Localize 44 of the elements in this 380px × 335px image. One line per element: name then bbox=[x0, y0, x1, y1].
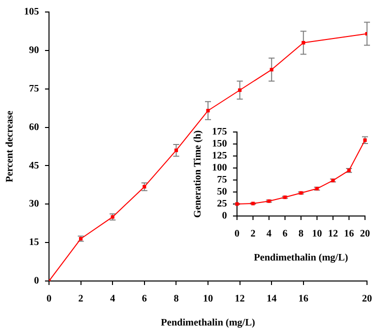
x-tick-label: 10 bbox=[203, 294, 213, 305]
x-tick-label: 20 bbox=[362, 294, 372, 305]
y-tick-label: 175 bbox=[212, 126, 227, 138]
y-tick-label: 150 bbox=[212, 138, 227, 150]
y-tick-label: 25 bbox=[217, 198, 227, 210]
point bbox=[238, 88, 242, 92]
y-tick-label: 100 bbox=[212, 162, 227, 174]
x-tick-label: 8 bbox=[298, 228, 304, 240]
x-tick-label: 6 bbox=[282, 228, 288, 240]
x-tick-label: 20 bbox=[360, 228, 370, 240]
point bbox=[302, 40, 306, 45]
y-axis-title: Generation Time (h) bbox=[192, 130, 204, 218]
y-tick-label: 0 bbox=[34, 276, 39, 287]
y-tick-label: 105 bbox=[24, 6, 39, 18]
x-tick-label: 0 bbox=[46, 294, 52, 305]
x-axis-title: Pendimethalin (mg/L) bbox=[160, 318, 256, 329]
x-tick-label: 12 bbox=[234, 294, 245, 305]
y-tick-label: 30 bbox=[29, 198, 39, 210]
x-tick-label: 6 bbox=[142, 294, 147, 305]
y-tick-label: 45 bbox=[29, 160, 39, 172]
y-tick-label: 50 bbox=[217, 186, 227, 198]
x-tick-label: 10 bbox=[312, 228, 322, 240]
y-tick-label: 15 bbox=[29, 237, 39, 248]
y-axis-title: Percent decrease bbox=[4, 110, 16, 182]
x-tick-label: 2 bbox=[78, 294, 84, 305]
x-tick-label: 8 bbox=[174, 294, 179, 305]
x-axis-title: Pendimethalin (mg/L) bbox=[254, 252, 348, 264]
x-tick-label: 2 bbox=[250, 228, 256, 240]
x-tick-label: 4 bbox=[110, 294, 116, 305]
x-tick-label: 14 bbox=[266, 294, 277, 305]
x-tick-label: 4 bbox=[266, 228, 272, 240]
point bbox=[174, 148, 178, 152]
point bbox=[270, 68, 274, 72]
x-tick-label: 16 bbox=[344, 228, 354, 240]
x-tick-label: 12 bbox=[328, 228, 338, 240]
y-tick-label: 125 bbox=[212, 150, 227, 162]
y-tick-label: 75 bbox=[217, 174, 227, 186]
point bbox=[206, 108, 210, 112]
y-tick-label: 0 bbox=[222, 210, 227, 222]
x-tick-label: 16 bbox=[298, 294, 308, 305]
y-tick-label: 75 bbox=[29, 83, 39, 94]
y-tick-label: 90 bbox=[29, 45, 39, 56]
y-tick-label: 60 bbox=[29, 122, 39, 133]
x-tick-label: 0 bbox=[234, 228, 240, 240]
